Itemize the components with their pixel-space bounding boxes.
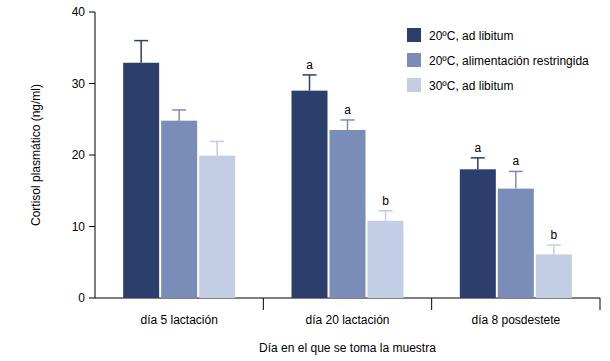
error-cap xyxy=(303,74,317,76)
error-bar xyxy=(303,75,317,91)
y-tick xyxy=(89,155,95,156)
legend: 20ºC, ad libitum 20ºC, alimentación restr… xyxy=(407,28,589,93)
error-cap xyxy=(134,40,148,42)
y-tick-label: 0 xyxy=(78,291,85,305)
error-stem xyxy=(178,110,180,121)
error-cap xyxy=(172,109,186,111)
x-group-separator xyxy=(431,298,432,310)
error-stem xyxy=(477,158,479,169)
bar xyxy=(292,91,328,298)
error-stem xyxy=(216,141,218,155)
significance-letter: b xyxy=(382,194,389,208)
x-group-separator xyxy=(600,298,601,310)
bar xyxy=(536,254,572,298)
error-stem xyxy=(385,211,387,221)
y-tick-label: 10 xyxy=(72,220,86,234)
error-cap xyxy=(509,171,523,173)
error-stem xyxy=(515,171,517,188)
x-group-separator xyxy=(263,298,264,310)
y-tick xyxy=(89,298,95,299)
error-stem xyxy=(140,41,142,63)
y-axis-title: Cortisol plasmático (ng/ml) xyxy=(29,84,43,226)
significance-letter: a xyxy=(306,58,313,72)
significance-letter: a xyxy=(474,141,481,155)
error-bar xyxy=(547,245,561,254)
error-bar xyxy=(471,158,485,169)
significance-letter: b xyxy=(550,228,557,242)
error-cap xyxy=(341,119,355,121)
x-axis-title: Día en el que se toma la muestra xyxy=(259,341,436,355)
error-stem xyxy=(553,245,555,254)
legend-swatch xyxy=(407,28,421,42)
annotations: a a a a b b xyxy=(306,58,557,242)
error-cap xyxy=(471,157,485,159)
bar xyxy=(368,221,404,298)
y-tick xyxy=(89,83,95,84)
legend-label: 20ºC, ad libitum xyxy=(429,29,513,43)
legend-label: 20ºC, alimentación restringida xyxy=(429,54,589,68)
error-stem xyxy=(347,120,349,130)
bar xyxy=(460,169,496,298)
x-tick-label: día 20 lactación xyxy=(305,313,389,327)
y-tick-label: 20 xyxy=(72,148,86,162)
error-bar xyxy=(341,120,355,130)
error-cap xyxy=(379,210,393,212)
y-tick-label: 30 xyxy=(72,77,86,91)
significance-letter: a xyxy=(512,154,519,168)
bar xyxy=(161,121,197,298)
bar xyxy=(199,156,235,298)
y-tick-label: 40 xyxy=(72,5,86,19)
error-cap xyxy=(547,244,561,246)
bar xyxy=(498,189,534,298)
legend-swatch xyxy=(407,78,421,92)
error-bar xyxy=(172,110,186,121)
error-bar xyxy=(379,211,393,221)
chart-svg: 0 10 20 30 40 día 5 lactación día 20 lactación… xyxy=(0,0,610,361)
x-tick-label: día 5 lactación xyxy=(140,313,217,327)
bar xyxy=(123,63,159,298)
error-bar xyxy=(210,141,224,155)
chart-container: 0 10 20 30 40 día 5 lactación día 20 lactación… xyxy=(0,0,610,361)
bar xyxy=(330,130,366,298)
error-bar xyxy=(134,41,148,63)
legend-label: 30ºC, ad libitum xyxy=(429,79,513,93)
y-tick xyxy=(89,226,95,227)
y-tick xyxy=(89,12,95,13)
error-bar xyxy=(509,171,523,188)
significance-letter: a xyxy=(344,103,351,117)
bars xyxy=(123,41,572,298)
error-stem xyxy=(309,75,311,91)
x-tick-label: día 8 posdestete xyxy=(471,313,560,327)
legend-swatch xyxy=(407,53,421,67)
error-cap xyxy=(210,141,224,143)
